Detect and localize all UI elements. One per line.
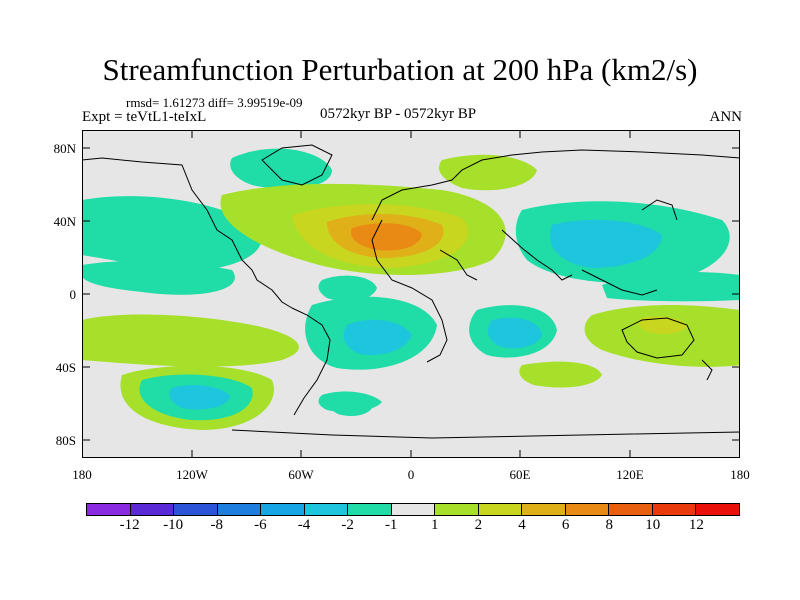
x-tick-label: 60E	[509, 467, 531, 482]
colorbar-label: 8	[605, 517, 613, 533]
colorbar-label: -4	[297, 517, 311, 533]
axis-ticks	[82, 130, 740, 458]
colorbar-cell	[130, 504, 175, 515]
coastlines	[82, 144, 740, 439]
experiment-label: Expt = teVtL1-teIxL	[82, 109, 207, 125]
x-tick-label: 0	[407, 467, 415, 482]
period-label: 0572kyr BP - 0572kyr BP	[320, 106, 477, 122]
colorbar-cell	[522, 504, 566, 515]
rmsd-stats: rmsd= 1.61273 diff= 3.99519e-09	[126, 95, 303, 110]
colorbar-label: 12	[688, 517, 704, 533]
contour-region	[230, 148, 332, 189]
contour-region	[343, 319, 412, 356]
contour-region	[519, 361, 602, 388]
contour-fills	[82, 148, 740, 430]
colorbar-cell	[478, 504, 523, 515]
contour-region	[351, 223, 422, 251]
colorbar-cell	[87, 504, 131, 515]
contour-region	[169, 385, 230, 410]
x-tick-label: 120W	[176, 467, 208, 482]
contour-region	[584, 305, 740, 367]
contour-region	[318, 275, 377, 302]
y-tick-label: 40S	[55, 360, 76, 375]
season-label: ANN	[709, 109, 743, 125]
colorbar-label: -12	[119, 517, 140, 533]
colorbar-cell	[261, 504, 305, 515]
x-tick-label: 120E	[616, 467, 644, 482]
colorbar-cell	[435, 504, 479, 515]
colorbar-label: -8	[210, 517, 224, 533]
colorbar-label: -10	[163, 517, 184, 533]
colorbar-cell	[174, 504, 218, 515]
colorbar-label: 2	[474, 517, 483, 533]
colorbar	[86, 503, 740, 516]
colorbar-cell	[391, 504, 436, 515]
colorbar-cell	[609, 504, 653, 515]
colorbar-label: -2	[341, 517, 354, 533]
x-tick-label: 60W	[288, 467, 314, 482]
colorbar-cell	[652, 504, 697, 515]
contour-region	[487, 317, 542, 349]
contour-region	[438, 154, 537, 191]
contour-region	[82, 314, 299, 367]
y-tick-label: 40N	[53, 214, 76, 229]
contour-region	[330, 399, 372, 416]
colorbar-label: -6	[254, 517, 267, 533]
x-tick-label: 180	[72, 467, 92, 482]
map-title: Streamfunction Perturbation at 200 hPa (…	[102, 52, 698, 87]
contour-region	[82, 260, 235, 295]
contour-region	[82, 196, 262, 270]
x-tick-label: 180	[730, 467, 750, 482]
colorbar-cell	[304, 504, 349, 515]
colorbar-cell	[696, 504, 739, 515]
colorbar-cell	[217, 504, 262, 515]
colorbar-label: 10	[645, 517, 661, 533]
y-tick-label: 80N	[53, 141, 76, 156]
colorbar-label: 1	[431, 517, 439, 533]
colorbar-cell	[565, 504, 610, 515]
contour-region	[550, 219, 662, 268]
map-plot	[82, 130, 740, 458]
colorbar-cell	[348, 504, 392, 515]
colorbar-label: 4	[518, 517, 526, 533]
colorbar-label: -1	[384, 517, 398, 533]
y-tick-label: 0	[69, 287, 77, 302]
y-tick-label: 80S	[55, 433, 76, 448]
colorbar-label: 6	[561, 517, 570, 533]
map-frame	[82, 130, 740, 458]
